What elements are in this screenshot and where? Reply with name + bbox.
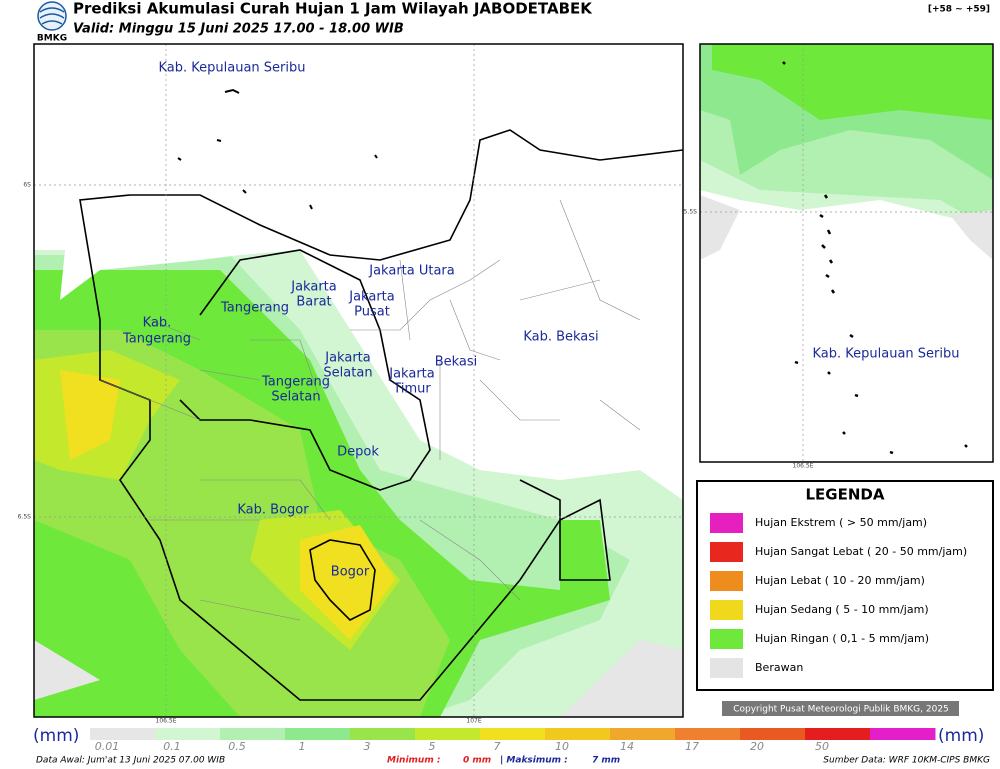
legend-label: Hujan Ekstrem ( > 50 mm/jam) (755, 516, 927, 529)
axis-label: 6.5S (18, 514, 32, 521)
colorbar-tick: 3 (364, 740, 371, 753)
colorbar-segment (545, 728, 611, 740)
legend-swatch (710, 571, 743, 591)
region-label: Bekasi (435, 355, 478, 370)
axis-label: 107E (466, 718, 481, 725)
legend-title: LEGENDA (806, 486, 885, 504)
axis-label: 106.5E (156, 718, 177, 725)
region-label: Jakarta (348, 290, 394, 305)
legend-swatch (710, 542, 743, 562)
colorbar-tick: 0.01 (95, 740, 120, 753)
legend-label: Hujan Ringan ( 0,1 - 5 mm/jam) (755, 632, 929, 645)
region-label: Jakarta (324, 351, 370, 366)
axis-label: 5.5S (684, 209, 698, 216)
region-label: Barat (296, 295, 331, 310)
region-label: Tangerang (261, 375, 330, 390)
region-label: Kab. Kepulauan Seribu (813, 347, 960, 362)
footer-max-label: | Maksimum : (500, 756, 568, 766)
colorbar-tick: 0.1 (163, 740, 181, 753)
region-label: Jakarta (290, 280, 336, 295)
colorbar-tick: 1 (299, 740, 306, 753)
colorbar-tick: 10 (555, 740, 569, 753)
legend-label: Hujan Sangat Lebat ( 20 - 50 mm/jam) (755, 545, 967, 558)
colorbar-unit: (mm) (33, 726, 79, 746)
region-label: Tangerang (122, 332, 191, 347)
legend-label: Berawan (755, 661, 803, 674)
colorbar-segment (415, 728, 481, 740)
colorbar-segment (480, 728, 546, 740)
legend-swatch (710, 600, 743, 620)
colorbar-tick: 14 (620, 740, 634, 753)
legend-label: Hujan Lebat ( 10 - 20 mm/jam) (755, 574, 925, 587)
footer-min-value: 0 mm (463, 756, 491, 766)
colorbar-segment (870, 728, 936, 740)
logo-text: BMKG (37, 34, 67, 44)
colorbar-tick: 7 (494, 740, 501, 753)
footer-min-label: Minimum : (387, 756, 440, 766)
time-code: [+58 ~ +59] (928, 5, 990, 15)
title: Prediksi Akumulasi Curah Hujan 1 Jam Wil… (73, 0, 593, 18)
copyright-box (722, 701, 959, 716)
colorbar-unit: (mm) (938, 726, 984, 746)
colorbar-segment (675, 728, 741, 740)
main-map: Kab. Kepulauan Seribu Jakarta Utara Jaka… (18, 43, 684, 725)
legend: LEGENDA Hujan Ekstrem ( > 50 mm/jam) Huja… (696, 480, 994, 691)
legend-swatch (710, 658, 743, 678)
region-label: Selatan (323, 366, 372, 381)
region-label: Depok (337, 445, 379, 460)
legend-label: Hujan Sedang ( 5 - 10 mm/jam) (755, 603, 929, 616)
region-label: Kab. Bogor (237, 503, 309, 518)
legend-swatch (710, 513, 743, 533)
axis-label: 106.5E (793, 463, 814, 470)
region-label: Pusat (354, 305, 390, 320)
copyright: Copyright Pusat Meteorologi Publik BMKG,… (733, 705, 949, 715)
colorbar-tick: 0.5 (228, 740, 246, 753)
colorbar-segment (740, 728, 806, 740)
region-label: Kab. Bekasi (523, 330, 598, 345)
footer-source: Sumber Data: WRF 10KM-CIPS BMKG (823, 756, 990, 766)
colorbar-tick: 5 (429, 740, 436, 753)
colorbar-segment (220, 728, 286, 740)
region-label: Tangerang (220, 301, 289, 316)
region-label: Selatan (271, 390, 320, 405)
region-label: Kab. (143, 316, 172, 331)
region-label: Kab. Kepulauan Seribu (159, 61, 306, 76)
region-label: Timur (392, 382, 431, 397)
colorbar-tick: 50 (815, 740, 829, 753)
colorbar: (mm) (mm) 0.01 0.1 0.5 1 3 5 7 10 14 17 20 50 (33, 726, 984, 753)
colorbar-segment (350, 728, 416, 740)
colorbar-segment (90, 728, 156, 740)
region-label: Jakarta (388, 367, 434, 382)
valid-time: Valid: Minggu 15 Juni 2025 17.00 - 18.00… (73, 22, 404, 37)
colorbar-tick: 17 (685, 740, 699, 753)
logo: BMKG (37, 1, 67, 44)
colorbar-segment (610, 728, 676, 740)
colorbar-segment (155, 728, 221, 740)
region-label: Jakarta Utara (368, 264, 455, 279)
axis-label: 6S (23, 182, 31, 189)
legend-swatch (710, 629, 743, 649)
inset-map: Kab. Kepulauan Seribu 5.5S 106.5E (684, 43, 994, 470)
footer-max-value: 7 mm (592, 756, 620, 766)
footer-init: Data Awal: Jum'at 13 Juni 2025 07.00 WIB (36, 756, 225, 766)
region-label: Bogor (331, 565, 370, 580)
colorbar-tick: 20 (750, 740, 764, 753)
colorbar-segment (805, 728, 871, 740)
colorbar-segment (285, 728, 351, 740)
